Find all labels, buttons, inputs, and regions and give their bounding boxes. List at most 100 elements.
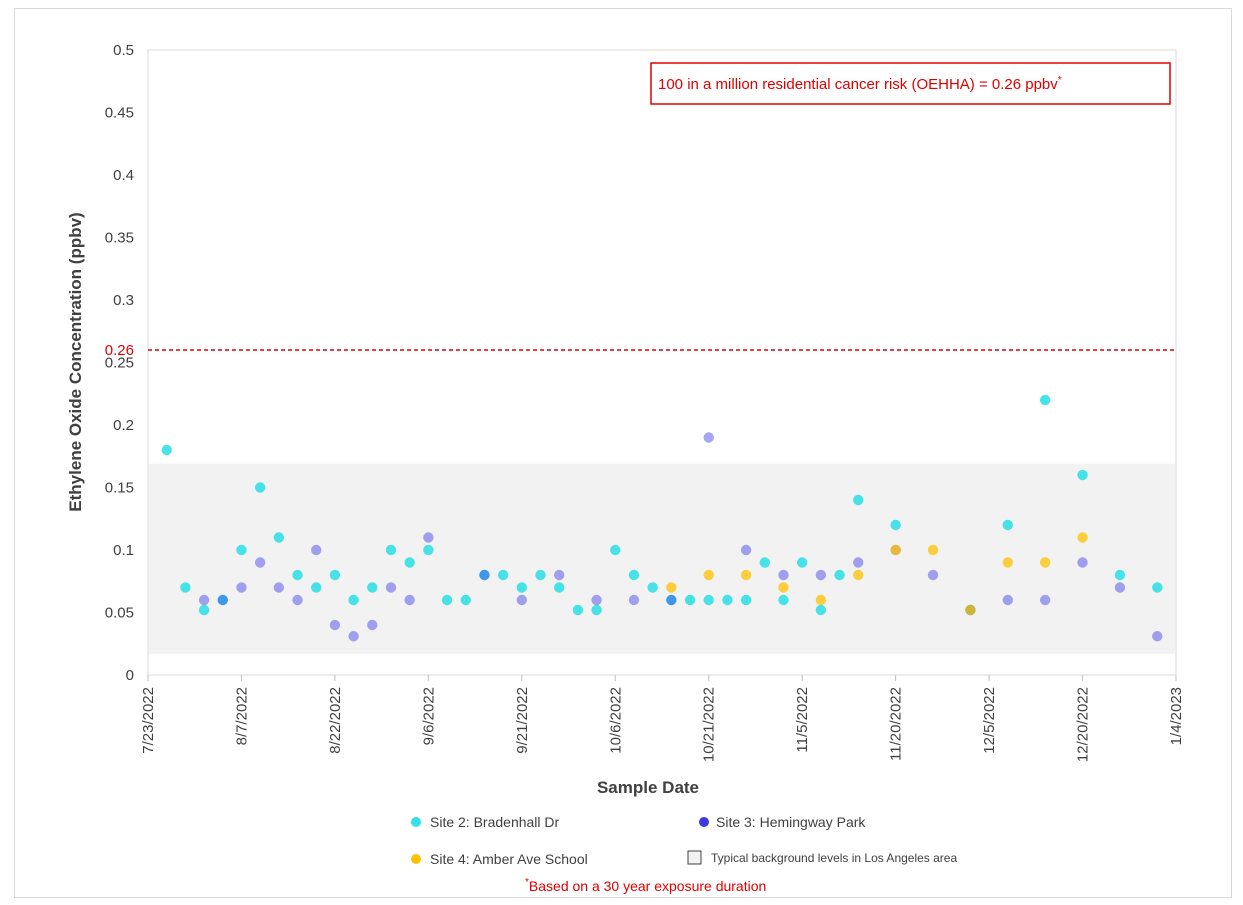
legend-marker-site-4 (411, 854, 421, 864)
data-point-site-2 (554, 582, 565, 593)
annotation-box (650, 62, 1171, 105)
data-point-site-4 (703, 569, 714, 581)
data-point-site-2 (740, 594, 752, 606)
data-point-site-3 (423, 532, 434, 543)
data-point-site-4 (778, 582, 789, 593)
y-tick-label: 0.4 (113, 167, 134, 184)
data-point-site-3 (273, 582, 285, 593)
data-point-site-2 (516, 582, 528, 593)
data-point-site-4 (815, 594, 827, 606)
data-point-site-2 (479, 569, 490, 581)
data-point-site-2 (610, 544, 621, 556)
y-tick-label: 0.25 (105, 355, 134, 372)
data-point-site-3 (554, 569, 565, 581)
data-point-site-2 (329, 569, 341, 581)
footnote: *Based on a 30 year exposure duration (525, 877, 766, 894)
data-point-site-4 (1002, 557, 1013, 568)
x-tick-label: 10/6/2022 (607, 687, 624, 754)
data-point-site-4 (890, 544, 901, 556)
data-point-site-3 (853, 557, 864, 568)
data-point-site-3 (367, 619, 378, 631)
legend-marker-background (687, 850, 702, 865)
data-point-site-2 (778, 594, 789, 606)
x-tick-label: 12/5/2022 (981, 687, 998, 754)
x-tick-label: 8/7/2022 (233, 687, 250, 745)
data-point-site-3 (1152, 631, 1163, 642)
legend-marker-site-3 (699, 817, 709, 827)
data-point-site-2 (647, 582, 658, 593)
y-tick-label: 0.15 (105, 480, 134, 497)
legend-marker-site-2 (411, 817, 421, 827)
data-point-site-2 (273, 532, 285, 543)
y-tick-label: 0.45 (105, 105, 134, 122)
data-point-site-2 (703, 594, 714, 606)
data-point-site-3 (236, 582, 247, 593)
data-point-site-2 (161, 444, 172, 456)
data-point-site-2 (441, 594, 453, 606)
annotation-text: 100 in a million residential cancer risk… (658, 75, 1062, 93)
data-point-site-3 (1039, 594, 1051, 606)
annotation-mark: * (1058, 75, 1062, 86)
data-point-site-2 (890, 519, 901, 531)
data-points (161, 394, 1163, 642)
data-point-site-2 (759, 557, 770, 568)
data-point-site-3 (217, 594, 228, 606)
data-point-site-3 (385, 582, 397, 593)
legend-label-site-2: Site 2: Bradenhall Dr (430, 814, 560, 830)
data-point-site-2 (236, 544, 247, 556)
footnote-text: Based on a 30 year exposure duration (529, 878, 766, 894)
data-point-site-3 (329, 619, 341, 631)
data-point-site-3 (198, 594, 210, 606)
x-tick-label: 9/21/2022 (514, 687, 531, 754)
x-tick-label: 10/21/2022 (701, 687, 718, 762)
threshold-label: 0.26 (105, 342, 134, 359)
x-tick-label: 11/20/2022 (888, 687, 905, 761)
legend: Site 2: Bradenhall Dr Site 3: Hemingway … (411, 814, 957, 867)
y-tick-label: 0.3 (113, 292, 134, 309)
data-point-site-3 (703, 432, 714, 443)
data-point-site-2 (254, 482, 266, 493)
data-point-site-4 (1039, 557, 1051, 568)
data-point-site-2 (497, 569, 509, 581)
data-point-site-4 (927, 544, 939, 556)
data-point-site-3 (628, 594, 640, 606)
y-tick-label: 0.2 (113, 417, 134, 434)
data-point-site-3 (778, 569, 789, 581)
data-point-site-2 (853, 494, 864, 506)
data-point-site-2 (628, 569, 640, 581)
x-tick-label: 11/5/2022 (794, 687, 811, 753)
data-point-site-3 (927, 569, 939, 581)
data-point-site-3 (516, 594, 528, 606)
data-point-site-2 (348, 594, 359, 606)
data-point-site-2 (722, 594, 733, 606)
data-point-site-2 (1002, 519, 1013, 531)
data-point-site-3 (311, 544, 322, 556)
data-point-site-4 (965, 604, 976, 616)
data-point-site-2 (1039, 394, 1051, 406)
data-point-site-3 (815, 569, 827, 581)
y-axis-title: Ethylene Oxide Concentration (ppbv) (66, 212, 85, 511)
x-tick-label: 12/20/2022 (1075, 687, 1092, 762)
chart-frame (14, 8, 1232, 898)
data-point-site-2 (834, 569, 845, 581)
y-tick-label: 0.5 (113, 42, 134, 59)
data-point-site-2 (198, 604, 210, 616)
plot-area (147, 49, 1177, 676)
data-point-site-2 (217, 594, 228, 606)
x-tick-label: 1/4/2023 (1168, 687, 1185, 745)
data-point-site-3 (740, 544, 752, 556)
data-point-site-2 (385, 544, 397, 556)
x-axis-title: Sample Date (597, 778, 699, 797)
data-point-site-2 (292, 569, 303, 581)
data-point-site-3 (479, 569, 490, 581)
legend-label-site-3: Site 3: Hemingway Park (716, 814, 866, 830)
data-point-site-2 (815, 604, 827, 616)
x-tick-label: 9/6/2022 (420, 687, 437, 745)
data-point-site-3 (254, 557, 266, 568)
annotation-line: 100 in a million residential cancer risk… (658, 76, 1058, 93)
data-point-site-2 (404, 557, 415, 568)
data-point-site-2 (311, 582, 322, 593)
data-point-site-2 (1152, 582, 1163, 593)
data-point-site-2 (666, 594, 677, 606)
data-point-site-3 (292, 594, 303, 606)
